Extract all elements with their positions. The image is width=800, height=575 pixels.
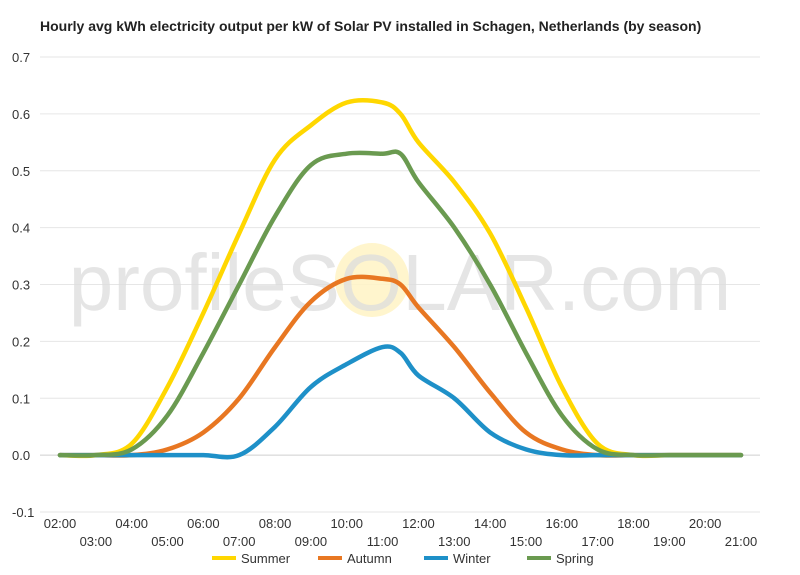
x-tick-label: 09:00 <box>295 534 328 549</box>
x-tick-label: 12:00 <box>402 516 435 531</box>
x-tick-label: 18:00 <box>617 516 650 531</box>
y-tick-label: 0.5 <box>12 164 30 179</box>
x-tick-label: 13:00 <box>438 534 471 549</box>
legend-label: Spring <box>556 551 594 566</box>
x-tick-label: 10:00 <box>330 516 363 531</box>
series-line-winter <box>57 344 744 460</box>
series-line-spring <box>57 149 744 458</box>
legend-label: Autumn <box>347 551 392 566</box>
legend-swatch <box>527 556 551 560</box>
x-tick-label: 20:00 <box>689 516 722 531</box>
legend-swatch <box>424 556 448 560</box>
x-tick-label: 03:00 <box>80 534 113 549</box>
x-tick-label: 14:00 <box>474 516 507 531</box>
x-tick-label: 17:00 <box>581 534 614 549</box>
x-tick-label: 05:00 <box>151 534 184 549</box>
y-tick-label: 0.6 <box>12 107 30 122</box>
x-tick-label: 04:00 <box>115 516 148 531</box>
legend-swatch <box>318 556 342 560</box>
y-tick-label: 0.0 <box>12 448 30 463</box>
x-tick-label: 06:00 <box>187 516 220 531</box>
y-tick-label: 0.3 <box>12 278 30 293</box>
x-tick-label: 07:00 <box>223 534 256 549</box>
x-tick-label: 21:00 <box>725 534 758 549</box>
legend-swatch <box>212 556 236 560</box>
chart-title: Hourly avg kWh electricity output per kW… <box>40 18 702 34</box>
x-tick-label: 08:00 <box>259 516 292 531</box>
legend-label: Winter <box>453 551 491 566</box>
y-tick-label: 0.2 <box>12 334 30 349</box>
x-tick-label: 19:00 <box>653 534 686 549</box>
watermark-sun-logo <box>335 243 409 317</box>
x-tick-label: 11:00 <box>367 534 399 549</box>
x-tick-label: 02:00 <box>44 516 77 531</box>
y-tick-label: 0.7 <box>12 50 30 65</box>
x-tick-label: 16:00 <box>546 516 579 531</box>
y-tick-label: 0.1 <box>12 391 30 406</box>
y-tick-label: 0.4 <box>12 221 30 236</box>
y-tick-label: -0.1 <box>12 505 34 520</box>
legend-label: Summer <box>241 551 291 566</box>
x-tick-label: 15:00 <box>510 534 543 549</box>
